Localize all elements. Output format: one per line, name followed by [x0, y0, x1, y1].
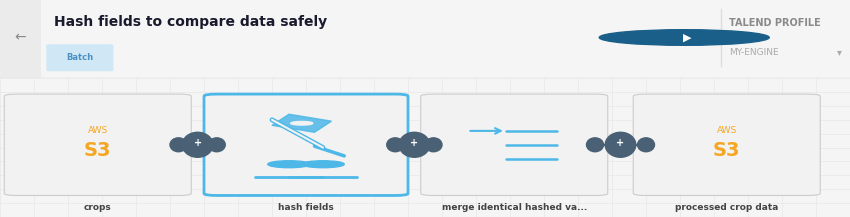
- FancyBboxPatch shape: [421, 94, 608, 196]
- Ellipse shape: [425, 138, 442, 152]
- Text: crops: crops: [84, 203, 111, 212]
- Ellipse shape: [208, 138, 225, 152]
- Text: +: +: [411, 138, 418, 148]
- Ellipse shape: [170, 138, 187, 152]
- FancyBboxPatch shape: [633, 94, 820, 196]
- Ellipse shape: [400, 132, 429, 157]
- Text: ▶: ▶: [683, 33, 691, 43]
- Ellipse shape: [182, 132, 212, 157]
- FancyBboxPatch shape: [0, 0, 41, 78]
- Circle shape: [268, 161, 310, 168]
- Text: Hash fields to compare data safely: Hash fields to compare data safely: [54, 15, 326, 29]
- Text: +: +: [194, 138, 201, 148]
- FancyBboxPatch shape: [47, 45, 113, 71]
- Polygon shape: [272, 114, 332, 132]
- Text: hash fields: hash fields: [278, 203, 334, 212]
- Ellipse shape: [387, 138, 404, 152]
- Circle shape: [291, 122, 313, 125]
- Ellipse shape: [586, 138, 604, 152]
- Text: MY-ENGINE: MY-ENGINE: [729, 48, 779, 57]
- Text: AWS: AWS: [717, 126, 737, 135]
- Text: processed crop data: processed crop data: [675, 203, 779, 212]
- Text: TALEND PROFILE: TALEND PROFILE: [729, 18, 821, 28]
- FancyBboxPatch shape: [4, 94, 191, 196]
- Ellipse shape: [638, 138, 654, 152]
- Text: S3: S3: [713, 141, 740, 160]
- Ellipse shape: [605, 132, 636, 157]
- Text: ▾: ▾: [837, 47, 842, 57]
- Text: ←: ←: [14, 31, 26, 44]
- Text: +: +: [616, 138, 625, 148]
- FancyBboxPatch shape: [204, 94, 408, 196]
- Circle shape: [302, 161, 344, 168]
- Text: AWS: AWS: [88, 126, 108, 135]
- Text: S3: S3: [84, 141, 111, 160]
- Text: Batch: Batch: [66, 53, 94, 62]
- Circle shape: [599, 30, 769, 45]
- Text: merge identical hashed va...: merge identical hashed va...: [442, 203, 586, 212]
